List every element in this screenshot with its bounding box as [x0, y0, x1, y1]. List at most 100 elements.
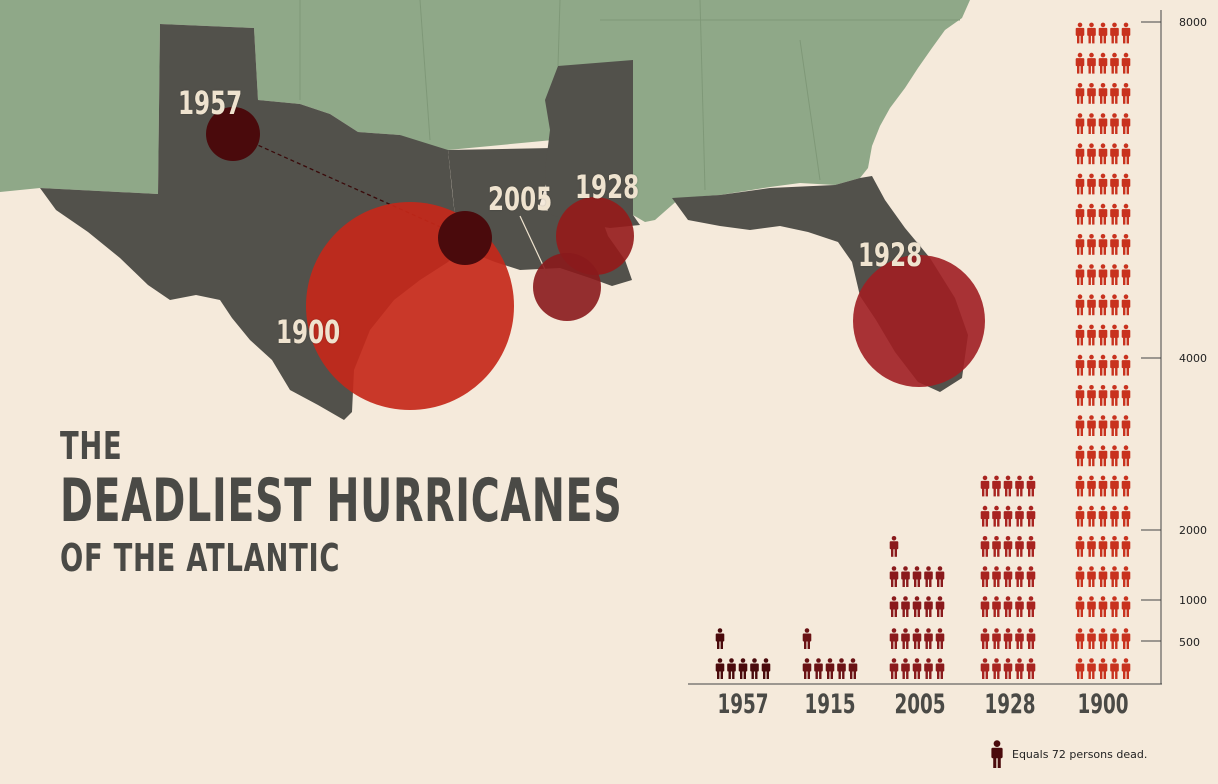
- person-icon: [1098, 203, 1108, 225]
- person-icon: [1121, 113, 1131, 134]
- person-icon: [1003, 628, 1013, 649]
- person-icon: [1110, 173, 1119, 195]
- year-label-1900: 1900: [1077, 689, 1129, 720]
- person-icon: [935, 596, 945, 617]
- bar-1928: [980, 475, 1036, 679]
- person-icon: [1003, 505, 1013, 527]
- person-icon: [1026, 536, 1036, 557]
- person-icon: [1098, 445, 1108, 467]
- person-icon: [992, 658, 1001, 679]
- person-icon: [1075, 22, 1085, 44]
- person-icon: [1075, 536, 1085, 557]
- person-icon: [1110, 83, 1119, 104]
- bar-1900: [1075, 22, 1131, 679]
- person-icon: [991, 740, 1003, 768]
- person-icon: [924, 596, 933, 617]
- person-icon: [912, 566, 922, 587]
- map-label-1957: 1957: [178, 84, 243, 122]
- person-icon: [1121, 52, 1131, 74]
- person-icon: [1121, 294, 1131, 316]
- person-icon: [825, 658, 835, 679]
- person-icon: [1121, 234, 1131, 255]
- circle-1957-origin: [206, 107, 260, 161]
- person-icon: [1026, 475, 1036, 497]
- person-icon: [1087, 505, 1096, 527]
- person-icon: [1121, 475, 1131, 497]
- person-icon: [1110, 113, 1119, 134]
- person-icon: [761, 658, 771, 679]
- year-label-1915: 1915: [804, 689, 856, 720]
- bar-2005: [889, 536, 945, 679]
- person-icon: [1098, 354, 1108, 376]
- person-icon: [1015, 475, 1024, 497]
- year-label-1957: 1957: [717, 689, 769, 720]
- person-icon: [1075, 203, 1085, 225]
- person-icon: [738, 658, 748, 679]
- person-icon: [889, 658, 899, 679]
- person-icon: [901, 596, 910, 617]
- us-landmass: [0, 0, 970, 222]
- person-icon: [1121, 536, 1131, 557]
- person-icon: [1098, 294, 1108, 316]
- person-icon: [1087, 264, 1096, 285]
- person-icon: [1003, 475, 1013, 497]
- person-icon: [1110, 294, 1119, 316]
- person-icon: [935, 566, 945, 587]
- person-icon: [1087, 385, 1096, 406]
- person-icon: [1075, 628, 1085, 649]
- person-icon: [1098, 173, 1108, 195]
- person-icon: [727, 658, 736, 679]
- person-icon: [980, 536, 990, 557]
- person-icon: [814, 658, 823, 679]
- y-tick-label-1000: 1000: [1179, 594, 1207, 607]
- person-icon: [1015, 596, 1024, 617]
- person-icon: [1075, 52, 1085, 74]
- person-icon: [1098, 324, 1108, 346]
- circle-2005: [533, 253, 601, 321]
- person-icon: [980, 596, 990, 617]
- person-icon: [912, 658, 922, 679]
- person-icon: [1015, 536, 1024, 557]
- person-icon: [1087, 83, 1096, 104]
- person-icon: [1003, 596, 1013, 617]
- person-icon: [1121, 354, 1131, 376]
- person-icon: [1110, 658, 1119, 679]
- person-icon: [1087, 596, 1096, 617]
- person-icon: [848, 658, 858, 679]
- us-green-land: [0, 0, 970, 222]
- person-icon: [1110, 566, 1119, 587]
- person-icon: [1121, 143, 1131, 165]
- person-icon: [1110, 475, 1119, 497]
- person-icon: [889, 596, 899, 617]
- person-icon: [1075, 566, 1085, 587]
- person-icon: [1110, 536, 1119, 557]
- title-line-the: THE: [60, 424, 123, 468]
- person-icon: [901, 658, 910, 679]
- map-label-1900: 1900: [276, 313, 341, 351]
- person-icon: [1015, 658, 1024, 679]
- person-icon: [1098, 143, 1108, 165]
- person-icon: [1121, 566, 1131, 587]
- title-line-atlantic: OF THE ATLANTIC: [60, 536, 341, 580]
- person-icon: [1121, 22, 1131, 44]
- person-icon: [1110, 52, 1119, 74]
- person-icon: [1121, 83, 1131, 104]
- person-icon: [1075, 173, 1085, 195]
- person-icon: [1098, 596, 1108, 617]
- person-icon: [1026, 596, 1036, 617]
- person-icon: [1087, 203, 1096, 225]
- person-icon: [1075, 354, 1085, 376]
- person-icon: [1087, 324, 1096, 346]
- person-icon: [924, 566, 933, 587]
- person-icon: [1087, 22, 1096, 44]
- person-icon: [1098, 658, 1108, 679]
- title-line-main: DEADLIEST HURRICANES: [60, 466, 623, 536]
- person-icon: [980, 658, 990, 679]
- person-icon: [1121, 628, 1131, 649]
- person-icon: [935, 658, 945, 679]
- person-icon: [1075, 415, 1085, 436]
- person-icon: [1087, 52, 1096, 74]
- person-icon: [912, 596, 922, 617]
- y-tick-label-500: 500: [1179, 636, 1200, 649]
